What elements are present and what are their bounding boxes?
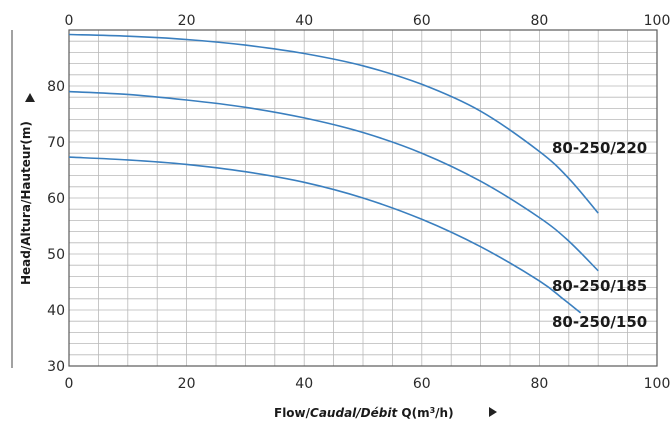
y-axis-title: Head/Altura/Hauteur(m) [19, 121, 33, 285]
x-tick-label-bottom: 80 [530, 376, 548, 392]
x-tick-label-top: 40 [295, 13, 313, 29]
x-tick-label-top: 60 [413, 13, 431, 29]
series-line-80-250/220 [68, 33, 599, 214]
x-tick-label-bottom: 20 [178, 376, 196, 392]
x-tick-label-bottom: 60 [413, 376, 431, 392]
x-tick-label-top: 20 [178, 13, 196, 29]
top-tick-labels: 0 20 40 60 80 100 [65, 13, 671, 29]
series-line-80-250/150 [68, 156, 582, 314]
grid [68, 29, 658, 367]
plot-frame [68, 29, 658, 367]
series-label-80-250/150: 80-250/150 [552, 313, 647, 331]
y-tick-label: 30 [47, 359, 65, 375]
series-label-80-250/220: 80-250/220 [552, 139, 647, 157]
x-tick-label-bottom: 0 [65, 376, 74, 392]
series-labels: 80-250/220 80-250/185 80-250/150 [552, 139, 647, 331]
x-tick-label-top: 80 [530, 13, 548, 29]
y-tick-label: 70 [47, 135, 65, 151]
series-line-80-250/185 [68, 90, 599, 272]
y-tick-label: 60 [47, 191, 65, 207]
x-tick-label-top: 100 [644, 13, 671, 29]
y-tick-label: 40 [47, 303, 65, 319]
y-axis-arrow-icon [25, 93, 35, 102]
x-tick-label-bottom: 100 [644, 376, 671, 392]
x-tick-label-top: 0 [65, 13, 74, 29]
series-lines [68, 33, 599, 314]
x-axis-title: Flow/Caudal/Débit Q(m3/h) [274, 406, 454, 421]
x-tick-label-bottom: 40 [295, 376, 313, 392]
left-tick-labels: 30 40 50 60 70 80 [47, 79, 65, 375]
y-tick-label: 50 [47, 247, 65, 263]
bottom-tick-labels: 0 20 40 60 80 100 [65, 376, 671, 392]
series-label-80-250/185: 80-250/185 [552, 277, 647, 295]
x-axis-arrow-icon [489, 407, 497, 417]
y-tick-label: 80 [47, 79, 65, 95]
